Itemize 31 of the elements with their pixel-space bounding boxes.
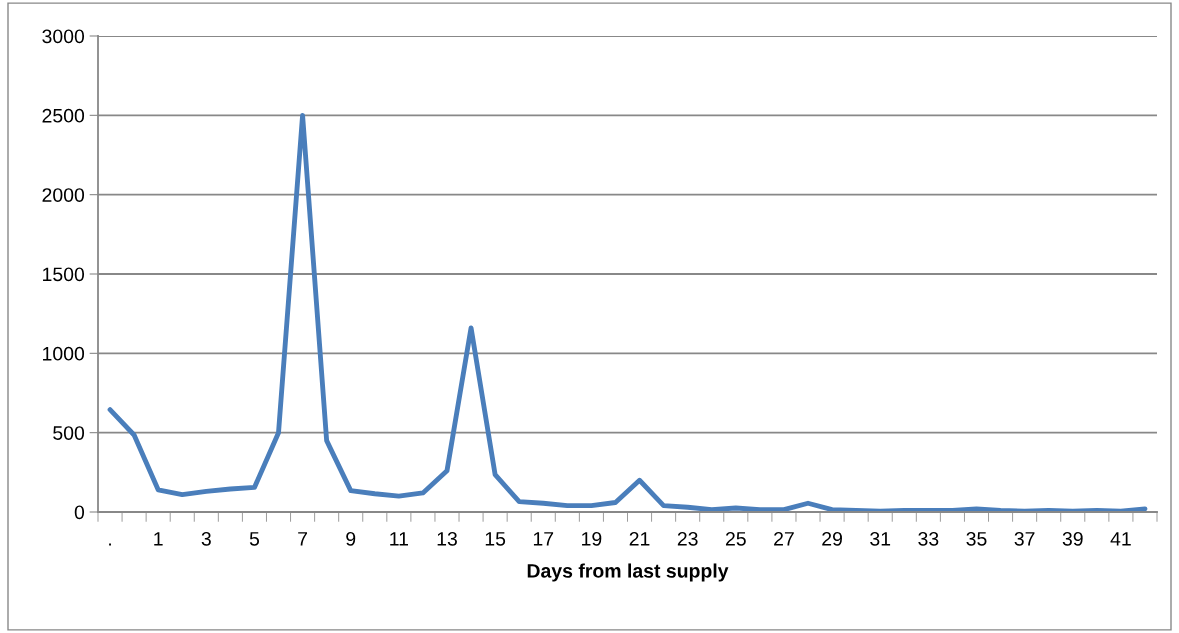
x-tick-label: 25 — [725, 531, 746, 546]
x-tick-label: 37 — [1014, 531, 1035, 546]
y-tick-label: 1500 — [43, 267, 85, 282]
x-tick-label: 29 — [822, 531, 842, 546]
y-tick-label: 1000 — [43, 346, 85, 361]
x-tick-label: 19 — [582, 531, 602, 546]
x-tick-label: 17 — [533, 532, 554, 546]
x-tick-label: 5 — [249, 532, 260, 546]
x-tick-label: 3 — [201, 531, 211, 546]
x-tick-label: 9 — [346, 531, 356, 546]
x-tick-label: 27 — [774, 531, 794, 546]
x-tick-label: 13 — [437, 531, 457, 546]
y-tick-label: 2000 — [42, 188, 85, 202]
x-axis-title: Days from last supply — [527, 563, 729, 582]
x-tick-label: 31 — [870, 531, 891, 546]
x-tick-label: 11 — [390, 532, 408, 546]
x-tick-label: 39 — [1062, 531, 1083, 546]
x-tick-label: 15 — [485, 532, 506, 546]
x-tick-label: . — [109, 543, 111, 546]
x-tick-label: 23 — [677, 531, 698, 546]
line-series — [107, 112, 1148, 512]
y-tick-label: 500 — [53, 426, 85, 440]
x-tick-label: 41 — [1110, 532, 1131, 546]
x-tick-label: 21 — [629, 531, 650, 546]
x-tick-label: 33 — [918, 531, 939, 546]
x-tick-label: 7 — [298, 532, 308, 546]
x-tick-label: 35 — [966, 531, 987, 546]
y-tick-label: 0 — [74, 505, 85, 520]
y-tick-label: 3000 — [42, 29, 85, 44]
x-tick-label: 1 — [154, 532, 163, 546]
y-tick-label: 2500 — [42, 108, 85, 123]
